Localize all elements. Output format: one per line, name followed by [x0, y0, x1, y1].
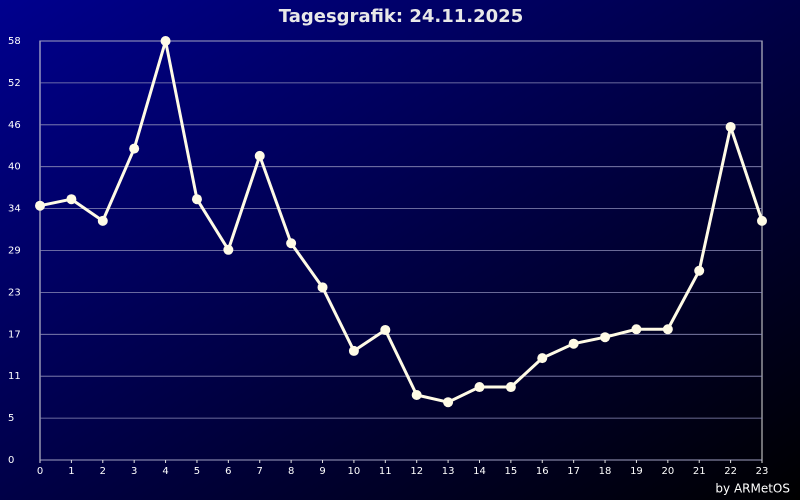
x-tick-label: 5 — [194, 466, 200, 477]
data-point — [757, 215, 767, 226]
data-point — [286, 238, 297, 249]
y-tick-label: 17 — [8, 329, 21, 340]
x-tick-label: 21 — [693, 466, 706, 477]
x-tick-label: 15 — [505, 466, 518, 477]
data-point — [254, 150, 265, 161]
data-point — [568, 338, 579, 349]
x-tick-label: 3 — [131, 466, 137, 477]
x-tick-label: 22 — [724, 466, 737, 477]
data-point — [631, 324, 642, 335]
x-tick-label: 10 — [348, 466, 361, 477]
y-tick-label: 52 — [8, 78, 21, 89]
y-tick-label: 58 — [8, 36, 21, 47]
data-line — [39, 39, 764, 404]
x-tick-label: 0 — [37, 466, 43, 477]
y-tick-label: 0 — [8, 455, 14, 466]
data-point — [348, 345, 359, 356]
data-point — [223, 244, 234, 255]
y-tick-label: 46 — [8, 120, 21, 131]
data-point — [411, 389, 422, 400]
x-tick-label: 8 — [288, 466, 294, 477]
x-tick-label: 1 — [68, 466, 74, 477]
data-point — [66, 194, 77, 205]
data-point — [317, 282, 328, 293]
y-tick-label: 40 — [8, 162, 21, 173]
data-point — [97, 215, 108, 226]
data-point — [600, 332, 611, 343]
x-tick-label: 16 — [536, 466, 549, 477]
y-tick-label: 11 — [8, 371, 21, 382]
y-tick-label: 5 — [8, 413, 14, 424]
x-tick-label: 13 — [442, 466, 455, 477]
x-tick-label: 12 — [410, 466, 423, 477]
x-tick-label: 2 — [100, 466, 106, 477]
data-point — [380, 324, 391, 335]
x-tick-label: 18 — [599, 466, 612, 477]
x-tick-label: 7 — [257, 466, 263, 477]
x-tick-label: 11 — [379, 466, 392, 477]
data-point — [662, 324, 673, 335]
x-tick-label: 9 — [319, 466, 325, 477]
data-point — [443, 397, 454, 408]
data-point — [694, 265, 705, 276]
y-tick-label: 23 — [8, 287, 21, 298]
data-point — [505, 382, 516, 393]
x-tick-label: 14 — [473, 466, 486, 477]
data-point — [474, 382, 485, 393]
chart-title: Tagesgrafik: 24.11.2025 — [279, 6, 523, 27]
data-point — [129, 143, 140, 154]
x-tick-label: 4 — [162, 466, 168, 477]
x-tick-label: 19 — [630, 466, 643, 477]
x-tick-label: 17 — [567, 466, 580, 477]
x-tick-label: 6 — [225, 466, 231, 477]
x-tick-label: 20 — [661, 466, 674, 477]
credit: by ARMetOS — [715, 482, 790, 496]
x-tick-label: 23 — [756, 466, 769, 477]
data-point — [191, 194, 202, 205]
y-tick-label: 34 — [8, 204, 21, 215]
data-point — [537, 353, 548, 364]
data-point — [35, 200, 45, 211]
data-point — [725, 121, 736, 132]
y-tick-label: 29 — [8, 246, 21, 257]
data-point — [160, 36, 171, 46]
